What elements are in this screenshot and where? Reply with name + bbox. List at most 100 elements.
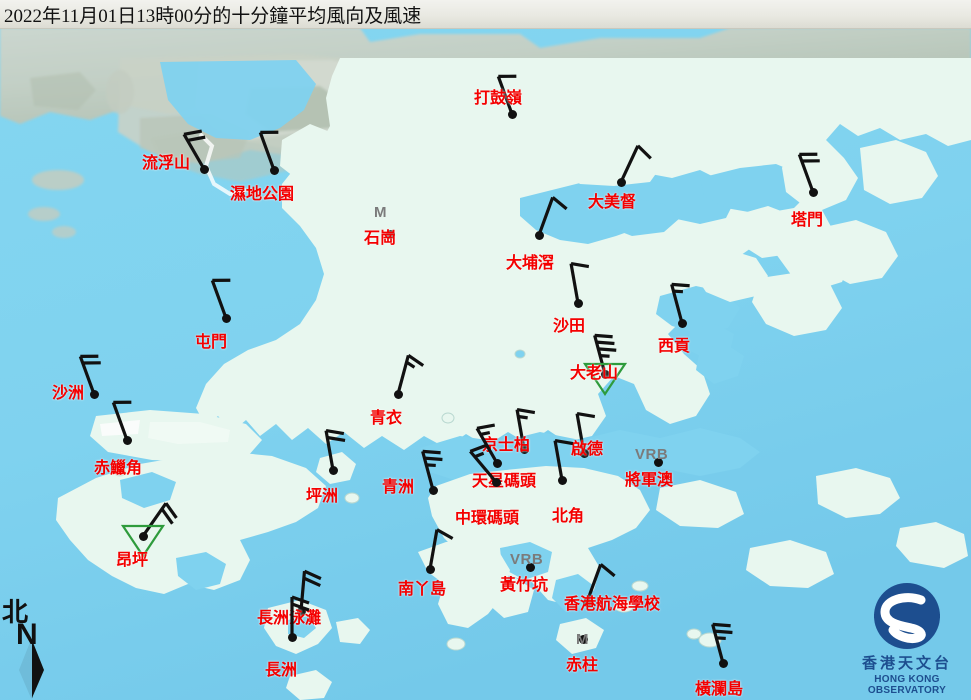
station-marker-dot: [221, 313, 231, 323]
station-marker-dot: [677, 318, 687, 328]
wind-barb-icon: [670, 282, 690, 324]
station-marker-dot: [296, 606, 306, 616]
hko-emblem-icon: [874, 583, 940, 649]
wind-barb-icon: [496, 74, 517, 115]
wind-barb-icon: [585, 563, 616, 603]
station-flag-vrb: VRB: [510, 551, 544, 568]
station-marker-dot: [491, 477, 501, 487]
map-canvas[interactable]: [0, 28, 971, 700]
station-marker-dot: [122, 435, 132, 445]
station-label: 京士柏: [482, 437, 531, 454]
station-label: 長洲: [265, 662, 298, 679]
station-label: 中環碼頭: [455, 510, 520, 527]
wind-barb-icon: [111, 400, 132, 441]
wind-barb-icon: [569, 262, 590, 304]
station-label: 石崗: [364, 230, 397, 247]
station-label: 屯門: [195, 334, 228, 351]
wind-barb-icon: [575, 412, 596, 454]
station-marker-dot: [492, 458, 502, 468]
station-label: 沙洲: [52, 385, 85, 402]
station-label: 青衣: [370, 410, 403, 427]
station-label: 南丫島: [398, 581, 447, 598]
station-label: 青洲: [382, 479, 415, 496]
station-marker-dot: [89, 389, 99, 399]
station-marker-dot: [557, 475, 567, 485]
station-label: 大埔滘: [506, 255, 555, 272]
station-label: 橫瀾島: [695, 681, 744, 698]
station-marker-dot: [393, 389, 403, 399]
station-label: 昂坪: [116, 552, 149, 569]
station-marker-dot: [578, 634, 588, 644]
high-level-station-triangle-icon: [583, 362, 627, 396]
wind-barb-icon: [258, 130, 279, 171]
hko-name-cn: 香港天文台: [861, 656, 952, 672]
station-label: 大老山: [570, 365, 619, 382]
map-base-layer: [0, 28, 971, 700]
station-label: 流浮山: [142, 155, 191, 172]
station-label: 將軍澳: [625, 472, 674, 489]
station-marker-dot: [534, 230, 544, 240]
station-label: 黃竹坑: [500, 577, 549, 594]
wind-barb-icon: [324, 429, 346, 471]
station-marker-dot: [425, 564, 435, 574]
station-label: 西貢: [658, 338, 691, 355]
wind-barb-icon: [421, 449, 443, 491]
station-marker-dot: [507, 109, 517, 119]
station-label: 打鼓嶺: [474, 90, 523, 107]
station-marker-dot: [808, 187, 818, 197]
wind-barb-icon: [78, 354, 101, 395]
station-marker-dot: [579, 448, 589, 458]
wind-barb-icon: [210, 278, 231, 319]
station-label: 赤柱: [566, 657, 599, 674]
station-marker-dot: [582, 597, 592, 607]
station-label: 坪洲: [306, 488, 339, 505]
station-marker-dot: [519, 444, 529, 454]
station-marker-dot: [525, 562, 535, 572]
station-label: 大美督: [588, 194, 637, 211]
station-flag-m: M: [374, 204, 387, 221]
compass-rose: 北 N: [2, 592, 68, 699]
hko-name-en: HONG KONG OBSERVATORY: [867, 674, 947, 696]
station-marker-dot: [718, 658, 728, 668]
station-label: 長洲泳灘: [257, 610, 322, 627]
wind-barb-icon: [290, 595, 310, 637]
wind-barb-icon: [711, 622, 733, 664]
north-arrow-icon: [18, 640, 44, 699]
hko-logo: 香港天文台 HONG KONG OBSERVATORY: [845, 582, 969, 697]
wind-barb-icon: [141, 502, 178, 537]
high-level-station-triangle-icon: [121, 524, 165, 558]
station-marker-dot: [573, 298, 583, 308]
station-label: 塔門: [791, 212, 824, 229]
station-marker-dot: [287, 632, 297, 642]
wind-barb-icon: [619, 144, 652, 183]
station-marker-dot: [328, 465, 338, 475]
station-label: 濕地公園: [230, 186, 295, 203]
station-marker-dot: [616, 177, 626, 187]
station-marker-dot: [269, 165, 279, 175]
station-label: 天星碼頭: [472, 473, 537, 490]
compass-north-cn: 北: [2, 598, 29, 627]
wind-barb-icon: [396, 354, 425, 395]
station-label: 啟德: [571, 441, 604, 458]
wind-barb-icon: [469, 443, 498, 484]
wind-barb-icon: [537, 196, 568, 236]
wind-barb-icon: [553, 439, 574, 481]
wind-barb-icon: [299, 569, 322, 612]
station-marker-dot: [428, 485, 438, 495]
station-flag-vrb: VRB: [635, 446, 669, 463]
station-marker-dot: [653, 457, 663, 467]
hk-landforms: [56, 58, 971, 700]
station-label: 香港航海學校: [564, 596, 661, 613]
wind-barb-icon: [428, 528, 454, 570]
station-marker-dot: [199, 164, 209, 174]
station-label: 赤鱲角: [94, 460, 143, 477]
title-bar: 2022年11月01日13時00分的十分鐘平均風向及風速: [0, 0, 971, 29]
page-title: 2022年11月01日13時00分的十分鐘平均風向及風速: [4, 6, 422, 27]
station-marker-dot: [600, 369, 610, 379]
wind-barb-icon: [515, 408, 536, 450]
station-label: 沙田: [553, 318, 586, 335]
wind-barb-icon: [797, 152, 820, 193]
station-marker-dot: [138, 531, 148, 541]
wind-barb-icon: [593, 333, 617, 375]
